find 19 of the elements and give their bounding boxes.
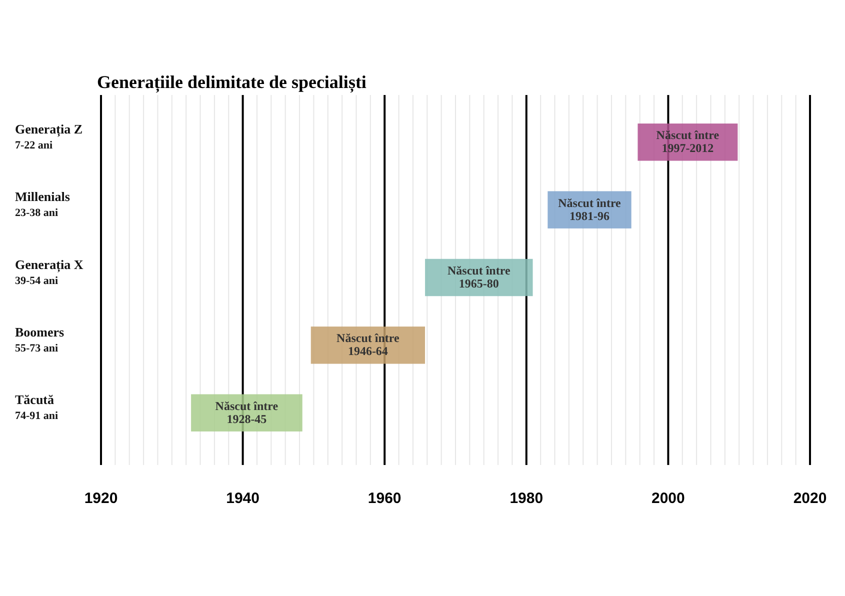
x-tick-label: 2000 (652, 490, 685, 507)
data-label: Născut între 1981-96 (558, 196, 622, 223)
y-tick-label: Generația Z 7-22 ani (15, 122, 83, 152)
chart-title: Generațiile delimitate de specialiști (97, 72, 366, 93)
data-label: Născut între 1946-64 (336, 331, 400, 358)
bar (191, 394, 302, 432)
x-tick-label: 2020 (793, 490, 827, 507)
y-tick-label: Millenials 23-38 ani (15, 189, 70, 220)
x-tick-label: 1960 (368, 490, 402, 507)
x-tick-label: 1980 (510, 490, 544, 507)
bar (310, 326, 426, 364)
y-tick-label: Tăcută 74-91 ani (15, 392, 58, 422)
y-tick-label: Boomers 55-73 ani (15, 324, 64, 355)
x-tick-label: 1940 (226, 490, 260, 507)
data-label: Născut între 1997-2012 (656, 128, 720, 156)
data-label: Născut între 1928-45 (215, 398, 279, 426)
x-tick-label: 1920 (84, 490, 118, 507)
y-tick-label: Generația X 39-54 ani (15, 256, 84, 287)
data-label: Născut între 1965-80 (448, 264, 511, 290)
